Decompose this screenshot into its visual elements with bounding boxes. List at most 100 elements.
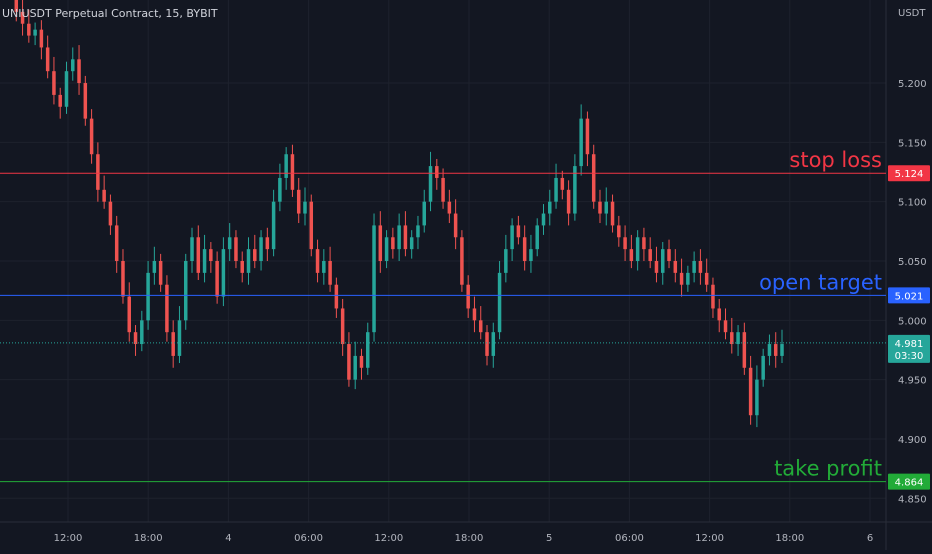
candle-body [485,332,489,356]
candle-body [673,261,678,273]
candle-body [64,71,69,107]
candle-body [58,94,62,107]
candle-body [259,237,263,261]
candle-body [610,201,615,226]
candle-body [535,225,539,250]
candle-body [604,201,609,214]
candle-body [648,249,652,261]
candle-body [215,261,219,297]
candle-body [322,261,326,273]
candle-body [755,379,759,416]
candle-body [686,272,690,285]
candle-body [767,344,772,356]
candle-body [566,189,571,214]
candle-body [227,237,232,250]
candle-body [202,249,207,273]
current-price-value: 4.981 [895,339,924,350]
currency-label: USDT [898,8,926,19]
candle-body [585,118,590,155]
candle-body [510,225,514,250]
candle-body [140,320,144,345]
candle-body [52,71,56,95]
candle-body [265,237,270,250]
y-tick-label: 5.050 [898,257,927,268]
candle-body [152,261,157,273]
candle-body [409,237,414,250]
candle-body [347,344,351,380]
candle-body [504,249,508,273]
candle-body [623,237,627,250]
candle-body [353,355,357,380]
current-price-tag [888,334,930,363]
candle-body [33,29,37,36]
candle-body [667,249,671,261]
candle-body [541,213,546,226]
candle-body [20,11,25,24]
candle-body [629,249,634,261]
candle-body [253,249,257,261]
candle-body [548,201,552,214]
y-tick-label: 5.200 [898,79,927,90]
candle-body [717,308,721,321]
candle-body [196,237,201,273]
open-target-label: open target [759,270,882,294]
candle-body [692,261,696,273]
y-tick-label: 4.950 [898,376,927,387]
candle-body [89,118,94,155]
candle-body [441,177,445,202]
candle-body [14,0,19,12]
x-tick-label: 4 [225,533,231,544]
x-tick-label: 12:00 [54,533,83,544]
candle-body [221,249,226,297]
candle-body [328,261,332,285]
x-tick-label: 6 [867,533,873,544]
candle-body [516,225,521,238]
candle-body [303,201,307,214]
x-tick-label: 12:00 [374,533,403,544]
candle-body [246,249,251,273]
candle-body [378,225,383,261]
candle-body [315,249,320,273]
candle-body [190,237,194,261]
candle-body [780,344,784,356]
candle-body [679,272,684,285]
y-tick-label: 5.000 [898,316,927,327]
candle-body [403,225,408,250]
candle-body [284,154,288,178]
candle-body [704,272,709,285]
candle-body [271,201,276,250]
candle-body [654,261,659,273]
candle-body [428,166,433,202]
candle-body [114,225,119,261]
candle-body [340,308,345,345]
symbol-title: UNIUSDT Perpetual Contract, 15, BYBIT [2,7,218,20]
countdown-timer: 03:30 [895,351,924,362]
candle-body [372,225,376,333]
candle-body [27,23,31,36]
candle-body [309,201,314,250]
candle-body [698,261,703,273]
candle-body [748,367,753,416]
candle-body [711,284,715,309]
candle-body [391,237,395,250]
candle-body [447,201,452,214]
candle-body [416,225,420,238]
candle-body [736,332,740,345]
candle-body [45,47,50,72]
candle-body [171,332,175,356]
x-tick-label: 18:00 [775,533,804,544]
x-tick-label: 12:00 [695,533,724,544]
candle-body [96,154,100,190]
candle-body [240,261,244,273]
candle-body [478,320,483,333]
candle-body [359,355,364,368]
x-tick-label: 5 [546,533,552,544]
y-tick-label: 4.850 [898,494,927,505]
candle-body [435,166,439,178]
candle-body [146,272,150,321]
candle-body [460,237,464,285]
candle-body [579,118,583,167]
candle-body [453,213,458,238]
